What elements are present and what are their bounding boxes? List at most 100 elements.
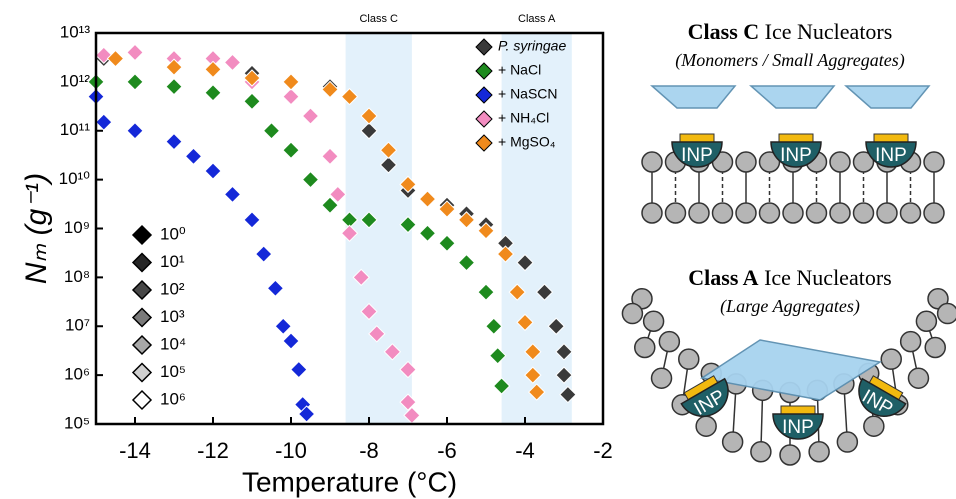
lipid-head: [854, 203, 874, 223]
figure: Class CClass A10⁵10⁶10⁷10⁸10⁹10¹⁰10¹¹10¹…: [0, 0, 956, 499]
data-point: [127, 44, 143, 60]
data-point: [186, 148, 202, 164]
data-point: [205, 163, 221, 179]
class-c-rest: Ice Nucleators: [765, 19, 893, 44]
data-point: [244, 212, 260, 228]
data-point: [275, 318, 291, 334]
ice-crystal: [751, 86, 834, 108]
lipid-head: [864, 416, 884, 436]
y-tick-label: 10⁵: [64, 413, 90, 432]
lipid-head: [901, 203, 921, 223]
data-point: [478, 284, 494, 300]
data-point: [225, 186, 241, 202]
y-tick-label: 10¹⁰: [59, 169, 91, 188]
x-axis-label: Temperature (°C): [242, 466, 457, 497]
data-point: [420, 225, 436, 241]
lipid-head: [807, 203, 827, 223]
ice-crystal: [846, 86, 929, 108]
dilution-marker: [133, 226, 151, 244]
lipid-head: [809, 442, 829, 462]
legend-label: + NaSCN: [498, 86, 558, 102]
data-point: [205, 85, 221, 101]
lipid-head: [837, 432, 857, 452]
lipid-head: [881, 349, 901, 369]
lipid-head: [689, 203, 709, 223]
dilution-label: 10²: [160, 279, 185, 298]
x-tick-label: -14: [119, 438, 151, 463]
lipid-head: [736, 203, 756, 223]
region-label: Class C: [359, 13, 398, 25]
lipid-head: [696, 416, 716, 436]
data-point: [486, 318, 502, 334]
inp-label: INP: [681, 145, 713, 166]
data-point: [264, 123, 280, 139]
class-a-bold: Class A: [688, 265, 758, 290]
y-tick-label: 10¹³: [60, 22, 91, 41]
dilution-marker: [133, 336, 151, 354]
lipid-head: [622, 304, 642, 324]
inp-label: INP: [875, 145, 907, 166]
x-tick-label: -12: [197, 438, 229, 463]
dilution-label: 10⁵: [160, 362, 186, 381]
data-point: [96, 114, 112, 130]
dilution-marker: [133, 364, 151, 382]
class-region: [346, 33, 412, 424]
x-tick-label: -4: [515, 438, 535, 463]
dilution-label: 10⁰: [160, 224, 186, 243]
lipid-head: [642, 152, 662, 172]
y-tick-label: 10¹²: [60, 71, 91, 90]
data-point: [267, 280, 283, 296]
data-point: [420, 191, 436, 207]
data-point: [256, 246, 272, 262]
lipid-head: [736, 152, 756, 172]
data-point: [439, 235, 455, 251]
data-point: [205, 61, 221, 77]
lipid-head: [938, 304, 956, 324]
y-tick-label: 10⁸: [64, 267, 90, 286]
data-point: [283, 89, 299, 105]
data-point: [291, 362, 307, 378]
legend-label: + NH₄Cl: [498, 110, 549, 126]
data-point: [303, 172, 319, 188]
data-point: [127, 74, 143, 90]
lipid-head: [783, 203, 803, 223]
data-point: [166, 79, 182, 95]
lipid-head: [635, 338, 655, 358]
legend-marker: [476, 135, 492, 151]
lipid-head: [780, 445, 800, 465]
lipid-head: [830, 203, 850, 223]
data-point: [283, 333, 299, 349]
x-tick-label: -10: [275, 438, 307, 463]
dilution-label: 10³: [160, 307, 185, 326]
lipid-head: [666, 203, 686, 223]
data-point: [166, 134, 182, 150]
legend-marker: [476, 87, 492, 103]
lipid-head: [723, 432, 743, 452]
x-tick-label: -2: [593, 438, 613, 463]
lipid-head: [659, 332, 679, 352]
data-point: [283, 142, 299, 158]
dilution-marker: [133, 281, 151, 299]
region-label: Class A: [518, 13, 556, 25]
data-point: [225, 54, 241, 70]
lipid-head: [908, 368, 928, 388]
inp-protein: INP: [773, 406, 823, 439]
dilution-label: 10⁶: [160, 389, 186, 408]
class-a-title: Class A Ice Nucleators: [688, 265, 891, 290]
legend-marker: [476, 39, 492, 55]
class-a-rest: Ice Nucleators: [764, 265, 892, 290]
dilution-label: 10⁴: [160, 334, 186, 353]
ice-crystal: [652, 86, 735, 108]
y-axis-label: Nₘ (g⁻¹): [20, 173, 53, 284]
lipid-head: [924, 152, 944, 172]
legend-marker: [476, 63, 492, 79]
y-tick-label: 10¹¹: [60, 120, 91, 139]
y-tick-label: 10⁷: [65, 316, 90, 335]
lipid-head: [925, 338, 945, 358]
data-point: [303, 108, 319, 124]
class-a-subtitle: (Large Aggregates): [720, 296, 860, 317]
class-c-bold: Class C: [688, 19, 760, 44]
lipid-head: [924, 203, 944, 223]
class-c-title: Class C Ice Nucleators: [688, 19, 893, 44]
